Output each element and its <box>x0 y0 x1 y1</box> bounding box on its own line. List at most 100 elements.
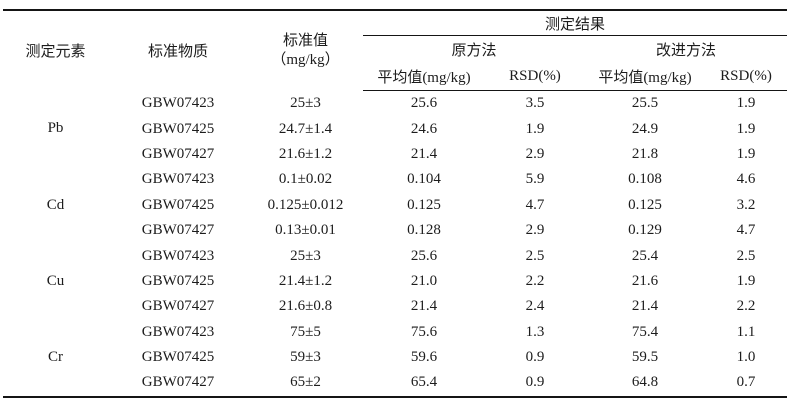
cell-impr-mean: 24.9 <box>631 120 659 137</box>
cell-material: GBW07427 <box>141 145 215 162</box>
cell-impr-rsd: 4.7 <box>736 222 756 239</box>
cell-element-cd: Cd <box>46 196 65 213</box>
header-row-1: 测定元素 标准物质 标准值 （mg/kg） 测定结果 <box>3 10 787 68</box>
header-standard-value-line2: （mg/kg） <box>271 51 340 68</box>
cell-material: GBW07427 <box>141 222 215 239</box>
cell-orig-rsd: 5.9 <box>525 171 545 188</box>
header-method-original: 原方法 <box>451 42 497 59</box>
header-element: 测定元素 <box>25 44 86 61</box>
table-row: GBW07425 59±3 59.6 0.9 59.5 1.0 <box>3 345 787 370</box>
cell-impr-rsd: 1.1 <box>736 323 756 340</box>
table-row: Cu GBW07423 25±3 25.6 2.5 25.4 2.5 <box>3 243 787 289</box>
cell-impr-rsd: 3.2 <box>736 196 756 213</box>
cell-material: GBW07423 <box>141 323 215 340</box>
cell-standard: 59±3 <box>290 349 321 366</box>
cell-element-cu: Cu <box>46 272 65 289</box>
cell-impr-rsd: 1.0 <box>736 349 756 366</box>
cell-orig-mean: 75.6 <box>410 323 438 340</box>
cell-element-pb: Pb <box>47 120 64 137</box>
cell-material: GBW07425 <box>141 196 215 213</box>
cell-impr-mean: 25.5 <box>631 95 659 112</box>
cell-orig-rsd: 2.9 <box>525 222 545 239</box>
cell-orig-rsd: 1.3 <box>525 323 545 340</box>
cell-impr-rsd: 2.2 <box>736 298 756 315</box>
cell-material: GBW07423 <box>141 247 215 264</box>
cell-standard: 21.4±1.2 <box>278 272 333 289</box>
table-row: Cd GBW07423 0.1±0.02 0.104 5.9 0.108 4.6 <box>3 167 787 212</box>
cell-impr-rsd: 2.5 <box>736 247 756 264</box>
cell-orig-mean: 21.0 <box>410 272 438 289</box>
cell-material: GBW07425 <box>141 349 215 366</box>
header-mean-improved: 平均值(mg/kg) <box>584 62 705 91</box>
cell-impr-rsd: 1.9 <box>736 145 756 162</box>
table-header: 测定元素 标准物质 标准值 （mg/kg） 测定结果 原方法 改进方法 平均值(m… <box>3 10 787 91</box>
cell-orig-rsd: 1.9 <box>525 120 545 137</box>
cell-impr-mean: 0.108 <box>628 171 662 188</box>
cell-orig-mean: 0.128 <box>407 222 441 239</box>
table-row: GBW07425 21.4±1.2 21.0 2.2 21.6 1.9 <box>3 269 787 294</box>
header-row-3: 平均值(mg/kg) RSD(%) 平均值(mg/kg) RSD(%) <box>3 62 787 91</box>
cell-impr-mean: 64.8 <box>631 374 659 391</box>
cell-standard: 21.6±1.2 <box>278 145 333 162</box>
cell-material: GBW07427 <box>141 298 215 315</box>
cell-impr-mean: 75.4 <box>631 323 659 340</box>
cell-orig-mean: 21.4 <box>410 298 438 315</box>
cell-material: GBW07427 <box>141 374 215 391</box>
cell-material: GBW07425 <box>141 120 215 137</box>
cell-impr-rsd: 1.9 <box>736 95 756 112</box>
table-row: GBW07427 65±2 65.4 0.9 64.8 0.7 <box>3 370 787 396</box>
cell-standard: 65±2 <box>290 374 321 391</box>
header-standard-value-line1: 标准值 <box>282 33 328 49</box>
cell-orig-mean: 0.125 <box>407 196 441 213</box>
header-mean-original: 平均值(mg/kg) <box>362 62 485 91</box>
table-row: GBW07427 21.6±0.8 21.4 2.4 21.4 2.2 <box>3 294 787 319</box>
header-results-group: 测定结果 <box>362 10 787 36</box>
table-body: Pb GBW07423 25±3 25.6 3.5 25.5 1.9 GBW07… <box>3 91 787 397</box>
cell-orig-mean: 0.104 <box>407 171 441 188</box>
table-row: Cr GBW07423 75±5 75.6 1.3 75.4 1.1 <box>3 320 787 365</box>
cell-impr-mean: 21.8 <box>631 145 659 162</box>
cell-standard: 21.6±0.8 <box>278 298 333 315</box>
cell-orig-rsd: 2.4 <box>525 298 545 315</box>
cell-impr-mean: 21.4 <box>631 298 659 315</box>
cell-orig-mean: 25.6 <box>410 95 438 112</box>
cell-orig-rsd: 2.5 <box>525 247 545 264</box>
table-row: GBW07425 24.7±1.4 24.6 1.9 24.9 1.9 <box>3 116 787 141</box>
cell-material: GBW07423 <box>141 171 215 188</box>
cell-orig-mean: 59.6 <box>410 349 438 366</box>
cell-impr-mean: 0.129 <box>628 222 662 239</box>
cell-impr-mean: 21.6 <box>631 272 659 289</box>
results-table: 测定元素 标准物质 标准值 （mg/kg） 测定结果 原方法 改进方法 平均值(m… <box>2 9 787 398</box>
cell-orig-rsd: 3.5 <box>525 95 545 112</box>
table-row: GBW07425 0.125±0.012 0.125 4.7 0.125 3.2 <box>3 193 787 218</box>
header-method-improved: 改进方法 <box>655 42 716 59</box>
header-standard-value: 标准值 （mg/kg） <box>248 10 363 91</box>
cell-orig-rsd: 2.9 <box>525 145 545 162</box>
header-rsd-improved: RSD(%) <box>704 62 787 91</box>
cell-standard: 24.7±1.4 <box>278 120 333 137</box>
cell-standard: 75±5 <box>290 323 321 340</box>
cell-orig-mean: 25.6 <box>410 247 438 264</box>
header-rsd-original: RSD(%) <box>484 62 585 91</box>
cell-standard: 0.1±0.02 <box>278 171 333 188</box>
cell-impr-mean: 59.5 <box>631 349 659 366</box>
cell-orig-rsd: 0.9 <box>525 374 545 391</box>
cell-impr-mean: 25.4 <box>631 247 659 264</box>
cell-orig-rsd: 0.9 <box>525 349 545 366</box>
cell-orig-rsd: 4.7 <box>525 196 545 213</box>
table-row: Pb GBW07423 25±3 25.6 3.5 25.5 1.9 <box>3 91 787 136</box>
header-row-2: 原方法 改进方法 <box>3 36 787 63</box>
table-row: GBW07427 0.13±0.01 0.128 2.9 0.129 4.7 <box>3 218 787 243</box>
cell-orig-rsd: 2.2 <box>525 272 545 289</box>
cell-material: GBW07423 <box>141 94 215 111</box>
cell-orig-mean: 24.6 <box>410 120 438 137</box>
table-row: GBW07427 21.6±1.2 21.4 2.9 21.8 1.9 <box>3 142 787 167</box>
cell-standard: 0.125±0.012 <box>267 196 344 213</box>
header-material: 标准物质 <box>147 44 208 61</box>
cell-element-cr: Cr <box>47 349 63 366</box>
cell-standard: 25±3 <box>290 94 321 111</box>
cell-orig-mean: 21.4 <box>410 145 438 162</box>
cell-material: GBW07425 <box>141 272 215 289</box>
cell-impr-rsd: 1.9 <box>736 120 756 137</box>
cell-standard: 0.13±0.01 <box>275 222 336 239</box>
